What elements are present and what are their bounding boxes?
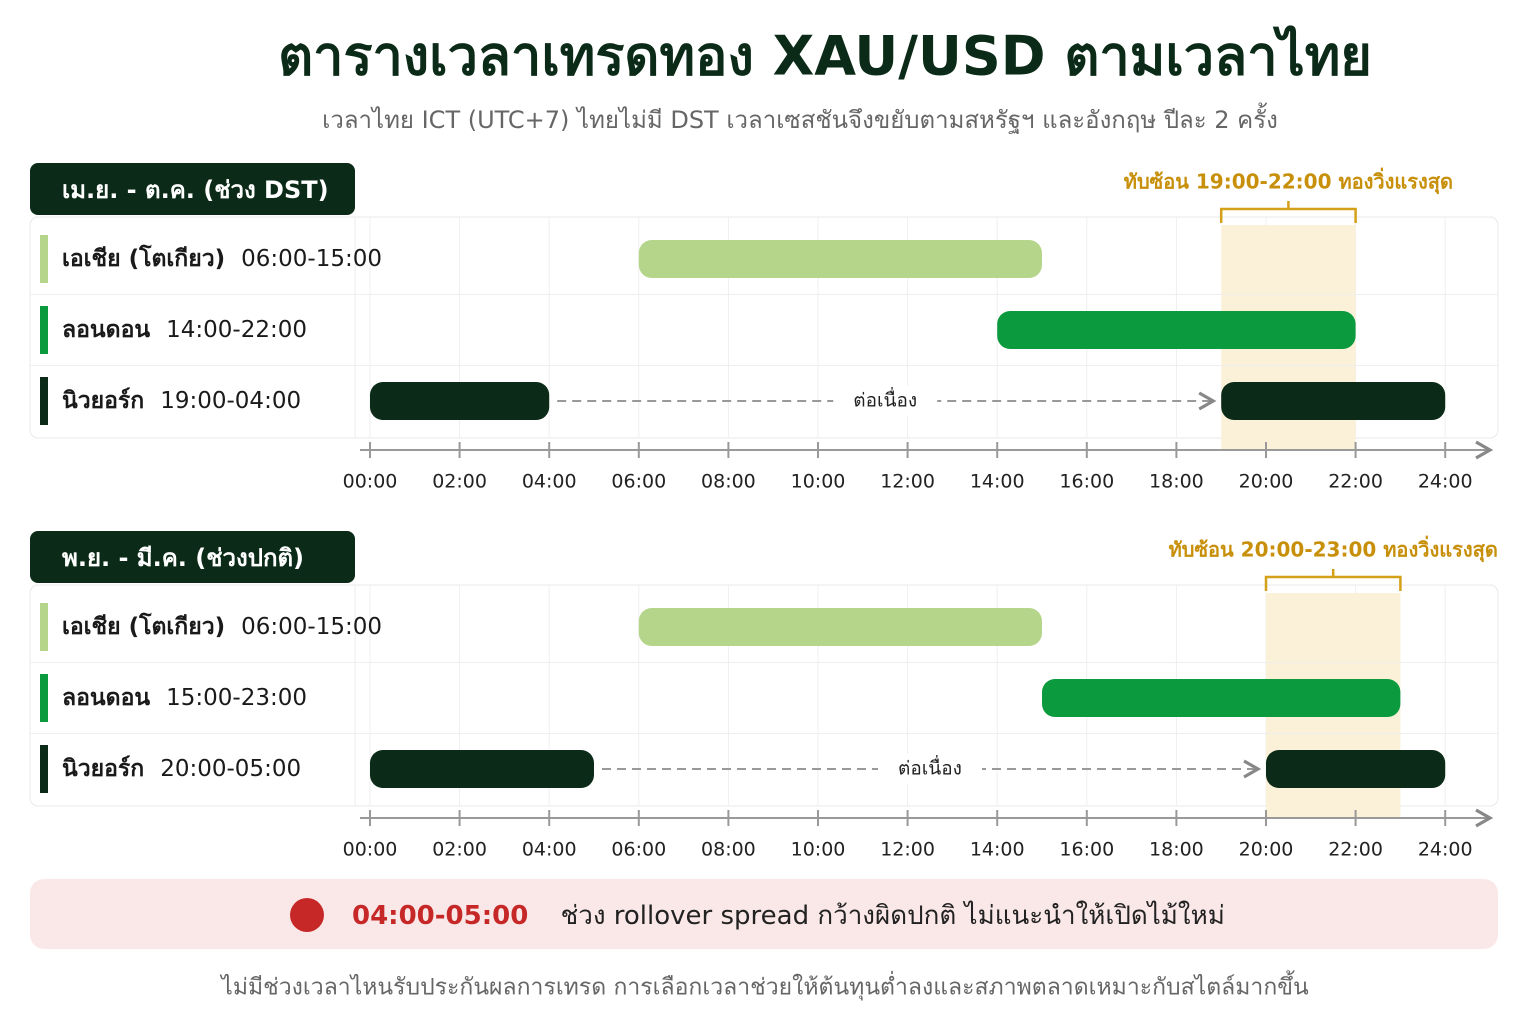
session-bar bbox=[638, 608, 1042, 646]
wrap-label-bg bbox=[833, 386, 938, 416]
panel-tab bbox=[30, 163, 355, 215]
row-stripe bbox=[40, 306, 48, 354]
row-label: เอเชีย (โตเกียว) 06:00-15:00 bbox=[62, 244, 382, 272]
row-stripe bbox=[40, 603, 48, 651]
session-range: 14:00-22:00 bbox=[166, 317, 307, 343]
session-bar bbox=[370, 382, 550, 420]
x-tick-label: 14:00 bbox=[970, 471, 1025, 493]
session-bar bbox=[1221, 382, 1446, 420]
row-label: นิวยอร์ก 20:00-05:00 bbox=[62, 755, 301, 782]
wrap-label-bg bbox=[878, 754, 982, 784]
row-stripe bbox=[40, 377, 48, 425]
session-name: นิวยอร์ก bbox=[62, 755, 144, 782]
alert: 04:00-05:00 ช่วง rollover spread กว้างผิ… bbox=[352, 900, 1225, 931]
x-tick-label: 22:00 bbox=[1328, 839, 1383, 861]
x-tick-label: 16:00 bbox=[1059, 839, 1114, 861]
x-tick-label: 24:00 bbox=[1418, 839, 1473, 861]
panel-title: เม.ย. - ต.ค. (ช่วง DST) bbox=[62, 176, 329, 204]
x-tick-label: 06:00 bbox=[611, 839, 666, 861]
x-tick-label: 08:00 bbox=[701, 471, 756, 493]
session-bar bbox=[997, 311, 1356, 349]
x-tick-label: 06:00 bbox=[611, 471, 666, 493]
overlap-bracket bbox=[1264, 569, 1402, 591]
x-tick-label: 16:00 bbox=[1059, 471, 1114, 493]
title: ตารางเวลาเทรดทอง XAU/USD ตามเวลาไทย bbox=[278, 25, 1372, 88]
x-tick-label: 20:00 bbox=[1239, 471, 1294, 493]
x-tick-label: 18:00 bbox=[1149, 839, 1204, 861]
x-tick-label: 08:00 bbox=[701, 839, 756, 861]
x-tick-label: 00:00 bbox=[343, 471, 398, 493]
session-range: 15:00-23:00 bbox=[166, 685, 307, 711]
x-tick-label: 14:00 bbox=[970, 839, 1025, 861]
x-tick-label: 00:00 bbox=[343, 839, 398, 861]
overlap-label: ทับซ้อน 20:00-23:00 ทองวิ่งแรงสุด bbox=[1169, 535, 1498, 563]
alert-text: ช่วง rollover spread กว้างผิดปกติ ไม่แนะ… bbox=[561, 900, 1225, 931]
x-tick-label: 10:00 bbox=[791, 839, 846, 861]
overlap-label: ทับซ้อน 19:00-22:00 ทองวิ่งแรงสุด bbox=[1124, 167, 1453, 195]
alert-dot bbox=[290, 898, 324, 932]
x-tick-label: 02:00 bbox=[432, 839, 487, 861]
x-tick-label: 04:00 bbox=[522, 839, 577, 861]
x-tick-label: 12:00 bbox=[880, 471, 935, 493]
session-bar bbox=[1266, 750, 1446, 788]
x-tick-label: 18:00 bbox=[1149, 471, 1204, 493]
panel-tab bbox=[30, 531, 355, 583]
session-bar bbox=[1042, 679, 1401, 717]
wrap-label: ต่อเนื่อง bbox=[898, 755, 962, 780]
wrap-label: ต่อเนื่อง bbox=[853, 387, 917, 412]
row-label: ลอนดอน 14:00-22:00 bbox=[62, 317, 307, 343]
session-range: 06:00-15:00 bbox=[241, 246, 382, 272]
session-name: นิวยอร์ก bbox=[62, 387, 144, 414]
subtitle: เวลาไทย ICT (UTC+7) ไทยไม่มี DST เวลาเซส… bbox=[322, 102, 1278, 134]
session-name: เอเชีย (โตเกียว) bbox=[62, 244, 225, 272]
x-tick-label: 02:00 bbox=[432, 471, 487, 493]
x-tick-label: 04:00 bbox=[522, 471, 577, 493]
x-tick-label: 24:00 bbox=[1418, 471, 1473, 493]
row-stripe bbox=[40, 674, 48, 722]
x-tick-label: 20:00 bbox=[1239, 839, 1294, 861]
alert-time: 04:00-05:00 bbox=[352, 901, 528, 931]
panel-title: พ.ย. - มี.ค. (ช่วงปกติ) bbox=[62, 544, 304, 572]
row-stripe bbox=[40, 745, 48, 793]
x-tick-label: 10:00 bbox=[791, 471, 846, 493]
row-label: ลอนดอน 15:00-23:00 bbox=[62, 685, 307, 711]
row-label: นิวยอร์ก 19:00-04:00 bbox=[62, 387, 301, 414]
session-range: 06:00-15:00 bbox=[241, 614, 382, 640]
session-range: 20:00-05:00 bbox=[160, 756, 301, 782]
row-stripe bbox=[40, 235, 48, 283]
alert-box bbox=[30, 879, 1498, 949]
session-name: เอเชีย (โตเกียว) bbox=[62, 612, 225, 640]
overlap-bracket bbox=[1219, 201, 1357, 223]
session-name: ลอนดอน bbox=[62, 685, 150, 711]
row-label: เอเชีย (โตเกียว) 06:00-15:00 bbox=[62, 612, 382, 640]
session-bar bbox=[370, 750, 594, 788]
footnote: ไม่มีช่วงเวลาไหนรับประกันผลการเทรด การเล… bbox=[219, 971, 1309, 1001]
x-tick-label: 12:00 bbox=[880, 839, 935, 861]
session-name: ลอนดอน bbox=[62, 317, 150, 343]
x-tick-label: 22:00 bbox=[1328, 471, 1383, 493]
session-bar bbox=[638, 240, 1042, 278]
session-range: 19:00-04:00 bbox=[160, 388, 301, 414]
